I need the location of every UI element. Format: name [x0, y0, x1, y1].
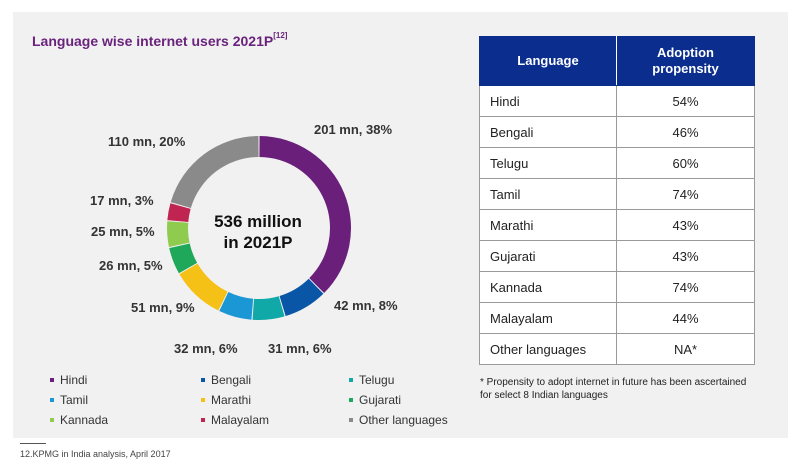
- table-row: Telugu 60%: [479, 147, 755, 179]
- title-reference: [12]: [273, 31, 288, 40]
- slice-label-kannada: 25 mn, 5%: [91, 224, 155, 239]
- legend-swatch: [201, 377, 205, 382]
- donut-slice-malayalam: [167, 203, 191, 222]
- table-row: Gujarati 43%: [479, 240, 755, 272]
- table-row: Tamil 74%: [479, 178, 755, 210]
- cell-propensity: 43%: [616, 240, 755, 272]
- legend-swatch: [50, 417, 54, 422]
- cell-propensity: 46%: [616, 116, 755, 148]
- legend-item-bengali: Bengali: [201, 373, 251, 387]
- slice-label-other: 110 mn, 20%: [108, 134, 186, 149]
- cell-propensity: 54%: [616, 85, 755, 117]
- donut-slice-bengali: [279, 278, 324, 317]
- table-row: Kannada 74%: [479, 271, 755, 303]
- center-line-2: in 2021P: [223, 233, 293, 252]
- chart-title: Language wise internet users 2021P[12]: [32, 31, 288, 49]
- slice-label-hindi: 201 mn, 38%: [314, 122, 393, 137]
- table-row: Bengali 46%: [479, 116, 755, 148]
- donut-slice-telugu: [252, 296, 285, 321]
- slice-label-bengali: 42 mn, 8%: [334, 298, 398, 313]
- cell-language: Gujarati: [479, 240, 617, 272]
- header-adoption: Adoption propensity: [616, 36, 755, 86]
- cell-language: Telugu: [479, 147, 617, 179]
- donut-slice-other-languages: [170, 136, 259, 209]
- legend-swatch: [201, 397, 205, 402]
- cell-language: Other languages: [479, 333, 617, 365]
- cell-language: Malayalam: [479, 302, 617, 334]
- cell-propensity: 74%: [616, 271, 755, 303]
- slice-label-telugu: 31 mn, 6%: [268, 341, 332, 356]
- cell-language: Tamil: [479, 178, 617, 210]
- donut-center-label: 536 million in 2021P: [196, 211, 320, 253]
- cell-language: Hindi: [479, 85, 617, 117]
- table-row: Other languages NA*: [479, 333, 755, 365]
- legend-swatch: [349, 397, 353, 402]
- legend-item-kannada: Kannada: [50, 413, 108, 427]
- cell-language: Bengali: [479, 116, 617, 148]
- slice-label-gujarati: 26 mn, 5%: [99, 258, 163, 273]
- cell-propensity: 74%: [616, 178, 755, 210]
- table-row: Marathi 43%: [479, 209, 755, 241]
- legend-item-telugu: Telugu: [349, 373, 394, 387]
- legend-item-hindi: Hindi: [50, 373, 87, 387]
- cell-language: Marathi: [479, 209, 617, 241]
- legend-swatch: [201, 417, 205, 422]
- legend-item-other: Other languages: [349, 413, 448, 427]
- slice-label-tamil: 32 mn, 6%: [174, 341, 238, 356]
- donut-slice-kannada: [167, 221, 190, 248]
- legend-swatch: [50, 397, 54, 402]
- legend-item-marathi: Marathi: [201, 393, 251, 407]
- slice-label-malayalam: 17 mn, 3%: [90, 193, 154, 208]
- legend-swatch: [349, 417, 353, 422]
- source-divider: [20, 443, 46, 444]
- header-language: Language: [479, 36, 617, 86]
- donut-slice-tamil: [219, 292, 254, 320]
- table-footnote: * Propensity to adopt internet in future…: [480, 377, 747, 401]
- cell-propensity: 43%: [616, 209, 755, 241]
- slice-label-marathi: 51 mn, 9%: [131, 300, 195, 315]
- donut-slice-marathi: [179, 263, 228, 311]
- cell-language: Kannada: [479, 271, 617, 303]
- legend-swatch: [349, 377, 353, 382]
- cell-propensity: NA*: [616, 333, 755, 365]
- donut-slice-gujarati: [169, 243, 198, 274]
- cell-propensity: 60%: [616, 147, 755, 179]
- legend-item-malayalam: Malayalam: [201, 413, 269, 427]
- cell-propensity: 44%: [616, 302, 755, 334]
- center-line-1: 536 million: [214, 212, 302, 231]
- table-row: Malayalam 44%: [479, 302, 755, 334]
- adoption-table: Language Adoption propensity Hindi 54% Be…: [479, 36, 755, 365]
- table-header-row: Language Adoption propensity: [479, 36, 755, 86]
- legend-item-tamil: Tamil: [50, 393, 88, 407]
- table-row: Hindi 54%: [479, 85, 755, 117]
- donut-slice-hindi: [259, 136, 352, 293]
- legend-swatch: [50, 377, 54, 382]
- source-citation: 12.KPMG in India analysis, April 2017: [20, 449, 171, 459]
- legend-item-gujarati: Gujarati: [349, 393, 401, 407]
